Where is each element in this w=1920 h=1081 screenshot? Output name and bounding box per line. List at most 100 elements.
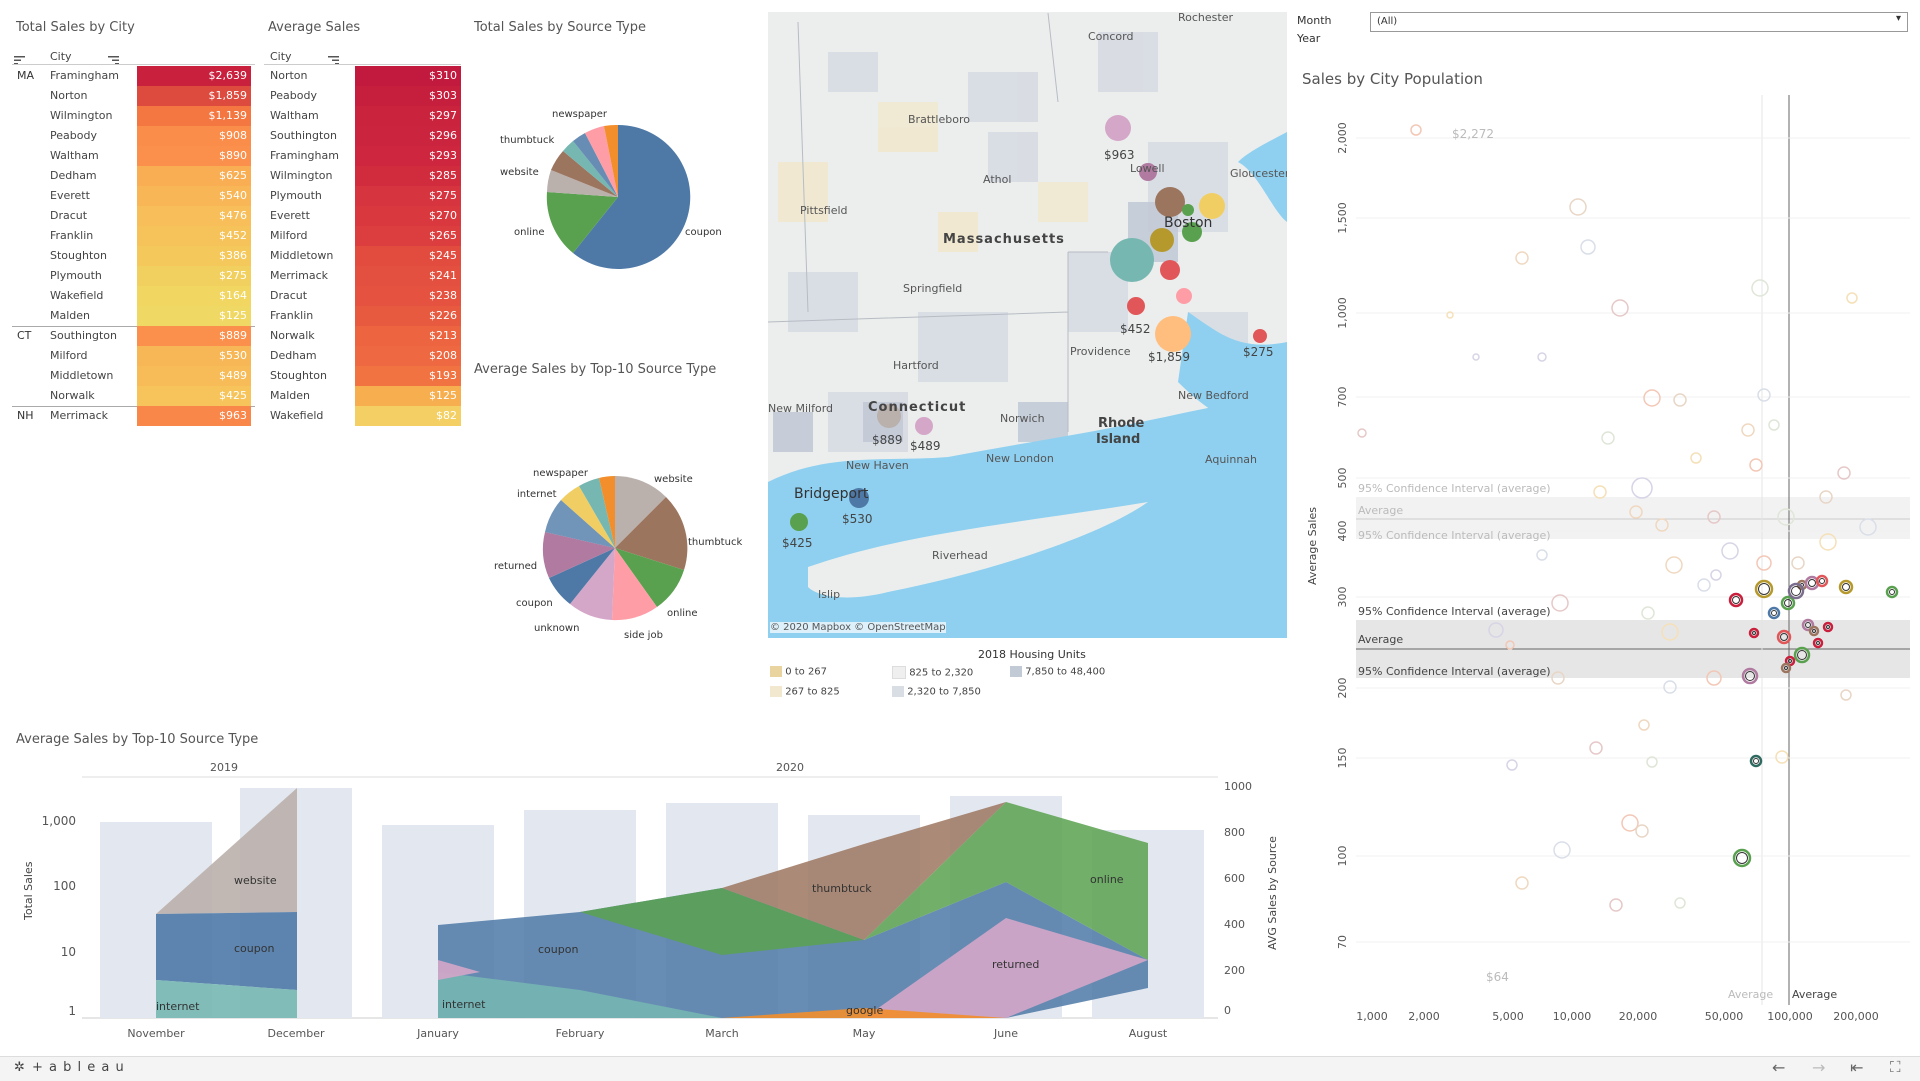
city-cell: Merrimack xyxy=(50,409,109,422)
table-row[interactable]: Dracut $238 xyxy=(264,286,461,306)
month-label: June xyxy=(993,1027,1018,1040)
table-row[interactable]: Waltham $297 xyxy=(264,106,461,126)
table-row[interactable]: CT Southington $889 xyxy=(12,326,255,346)
map-canvas[interactable]: Rochester Concord Brattleboro Athol Lowe… xyxy=(768,12,1287,638)
table-row[interactable]: NH Merrimack $963 xyxy=(12,406,255,426)
revert-icon[interactable]: ⇤ xyxy=(1850,1058,1864,1077)
tableau-logo-icon[interactable]: ✲ xyxy=(14,1060,25,1075)
table-row[interactable]: Plymouth $275 xyxy=(264,186,461,206)
x-tick-label: 10,000 xyxy=(1553,1010,1592,1023)
sort-icon[interactable] xyxy=(108,50,120,69)
table-row[interactable]: Everett $540 xyxy=(12,186,255,206)
scatter-point xyxy=(1787,582,1805,600)
table-row[interactable]: Norton $1,859 xyxy=(12,86,255,106)
scatter-point xyxy=(1815,574,1829,588)
scatter-point xyxy=(1601,431,1615,445)
map-value-milford: $530 xyxy=(842,512,873,526)
table-row[interactable]: Norwalk $213 xyxy=(264,326,461,346)
table-row[interactable]: Malden $125 xyxy=(12,306,255,326)
scatter-point xyxy=(1357,428,1367,438)
area-thumbtuck xyxy=(722,802,1006,940)
month-year-dropdown[interactable]: (All) ▾ xyxy=(1370,12,1908,32)
table-row[interactable]: Middletown $245 xyxy=(264,246,461,266)
scatter-point xyxy=(1885,585,1899,599)
table-row[interactable]: Merrimack $241 xyxy=(264,266,461,286)
scatter-point xyxy=(1749,458,1763,472)
avg-label: Average xyxy=(1358,504,1403,517)
scatter-point xyxy=(1580,239,1596,255)
place-new-milford: New Milford xyxy=(768,402,833,415)
scatter-title: Sales by City Population xyxy=(1302,70,1483,88)
area-coupon xyxy=(156,912,297,990)
sales-cell: $963 xyxy=(137,406,251,426)
avg-sales-cell: $208 xyxy=(355,346,461,366)
scatter-point xyxy=(1721,542,1739,560)
x-tick-label: 5,000 xyxy=(1492,1010,1524,1023)
city-cell: Middletown xyxy=(270,249,334,262)
scatter-point xyxy=(1741,667,1759,685)
table-row[interactable]: Peabody $303 xyxy=(264,86,461,106)
table-row[interactable]: Dedham $625 xyxy=(12,166,255,186)
table-row[interactable]: Wilmington $1,139 xyxy=(12,106,255,126)
table-row[interactable]: Norwalk $425 xyxy=(12,386,255,406)
pie2-label-thumbtuck: thumbtuck xyxy=(688,537,742,548)
table-row[interactable]: Peabody $908 xyxy=(12,126,255,146)
table-row[interactable]: Plymouth $275 xyxy=(12,266,255,286)
table-row[interactable]: Milford $265 xyxy=(264,226,461,246)
table-row[interactable]: Southington $296 xyxy=(264,126,461,146)
y-tick-label: 500 xyxy=(1336,468,1349,489)
sort-icon[interactable] xyxy=(14,50,26,69)
table-row[interactable]: Dedham $208 xyxy=(264,346,461,366)
table-row[interactable]: Malden $125 xyxy=(264,386,461,406)
legend-swatch xyxy=(892,686,904,697)
table-row[interactable]: Waltham $890 xyxy=(12,146,255,166)
redo-icon[interactable]: → xyxy=(1812,1058,1826,1077)
legend-item: 0 to 267 xyxy=(770,666,827,678)
year-2019: 2019 xyxy=(210,761,238,774)
table-row[interactable]: Franklin $226 xyxy=(264,306,461,326)
table-row[interactable]: Milford $530 xyxy=(12,346,255,366)
sales-cell: $890 xyxy=(137,146,251,166)
city-column-header[interactable]: City xyxy=(50,50,72,63)
bottom-chart-title: Average Sales by Top-10 Source Type xyxy=(16,732,259,747)
table-row[interactable]: Norton $310 xyxy=(264,66,461,86)
month-label: May xyxy=(853,1027,876,1040)
table-row[interactable]: Stoughton $193 xyxy=(264,366,461,386)
table-row[interactable]: Wilmington $285 xyxy=(264,166,461,186)
scatter-point xyxy=(1593,485,1607,499)
city-column-header[interactable]: City xyxy=(270,50,292,63)
table-row[interactable]: Wakefield $82 xyxy=(264,406,461,426)
area-label-returned: returned xyxy=(992,958,1039,971)
scatter-point xyxy=(1629,505,1643,519)
scatter-point xyxy=(1665,556,1683,574)
table-row[interactable]: MA Framingham $2,639 xyxy=(12,66,255,86)
ci-label: 95% Confidence Interval (average) xyxy=(1358,665,1551,678)
table-row[interactable]: Framingham $293 xyxy=(264,146,461,166)
pie-slice-returned xyxy=(542,532,615,578)
city-cell: Dracut xyxy=(50,209,88,222)
fullscreen-icon[interactable]: ⛶ xyxy=(1890,1058,1901,1076)
map-legend: 0 to 267 267 to 825 825 to 2,320 2,320 t… xyxy=(770,664,1130,708)
scatter-point xyxy=(1638,719,1650,731)
place-athol: Athol xyxy=(983,173,1011,186)
scatter-point xyxy=(1768,419,1780,431)
map-credit[interactable]: © 2020 Mapbox © OpenStreetMap xyxy=(770,622,946,633)
sort-icon[interactable] xyxy=(328,50,340,69)
table-row[interactable]: Middletown $489 xyxy=(12,366,255,386)
y-tick-label: 150 xyxy=(1336,748,1349,769)
map-panel[interactable]: Rochester Concord Brattleboro Athol Lowe… xyxy=(768,12,1287,638)
table-row[interactable]: Wakefield $164 xyxy=(12,286,255,306)
undo-icon[interactable]: ← xyxy=(1772,1058,1786,1077)
pie-slice-side-job xyxy=(612,548,657,621)
city-cell: Waltham xyxy=(270,109,319,122)
table-row[interactable]: Stoughton $386 xyxy=(12,246,255,266)
table-row[interactable]: Everett $270 xyxy=(264,206,461,226)
table-row[interactable]: Dracut $476 xyxy=(12,206,255,226)
pie-slice-google xyxy=(599,476,615,548)
pie-slice-website xyxy=(547,170,618,197)
table-row[interactable]: Franklin $452 xyxy=(12,226,255,246)
chevron-down-icon[interactable]: ▾ xyxy=(1895,13,1901,24)
pie-slice-unknown xyxy=(570,548,615,620)
tableau-brand[interactable]: + a b l e a u xyxy=(32,1060,125,1075)
pie-slice-online xyxy=(615,548,684,607)
